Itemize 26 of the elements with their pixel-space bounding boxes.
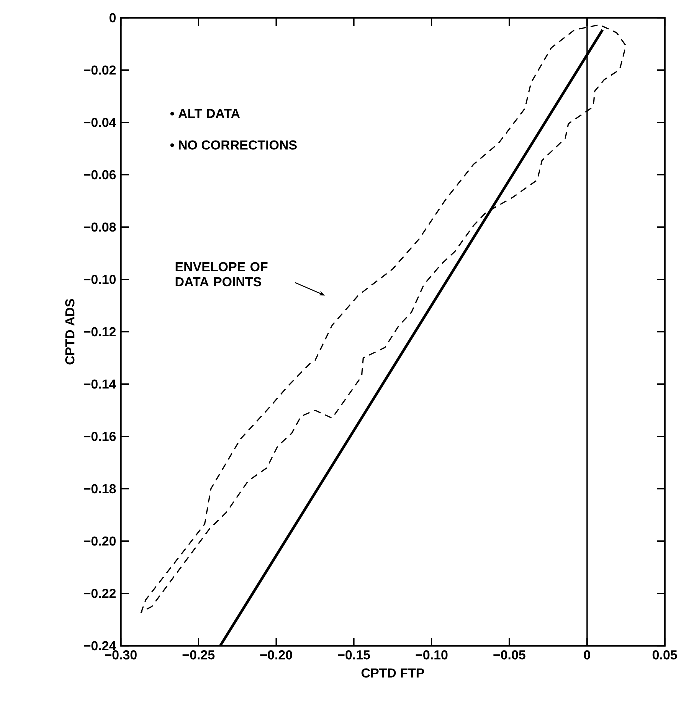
y-tick-label: −0.06: [84, 170, 116, 180]
y-tick-label: −0.18: [84, 484, 116, 494]
annotation: ENVELOPE OF DATA POINTS: [176, 262, 268, 287]
x-axis-title: CPTD FTP: [362, 668, 424, 678]
y-tick-label: −0.22: [84, 589, 116, 598]
x-tick-label: −0.30: [105, 650, 137, 660]
y-axis-title: CPTD ADS: [66, 299, 75, 365]
x-tick-label: 0: [584, 650, 590, 660]
x-tick-label: −0.25: [182, 650, 215, 660]
y-tick-label: −0.24: [84, 641, 116, 651]
y-tick-label: −0.16: [84, 432, 116, 442]
x-tick-label: −0.20: [260, 650, 292, 660]
y-tick-label: −0.20: [84, 536, 116, 546]
y-tick-label: −0.08: [84, 222, 116, 232]
annotation: • NO CORRECTIONS: [170, 140, 297, 150]
x-tick-label: 0.05: [652, 650, 678, 660]
annotation: • ALT DATA: [170, 109, 240, 118]
x-tick-label: −0.10: [416, 650, 448, 660]
y-tick-label: −0.04: [84, 118, 116, 128]
x-tick-label: −0.05: [494, 650, 526, 660]
y-tick-label: −0.14: [84, 380, 116, 389]
y-tick-label: −0.12: [84, 327, 116, 337]
y-tick-label: 0: [110, 13, 116, 23]
x-tick-label: −0.15: [338, 650, 370, 660]
y-tick-label: −0.02: [84, 66, 116, 75]
y-tick-label: −0.10: [84, 275, 116, 284]
